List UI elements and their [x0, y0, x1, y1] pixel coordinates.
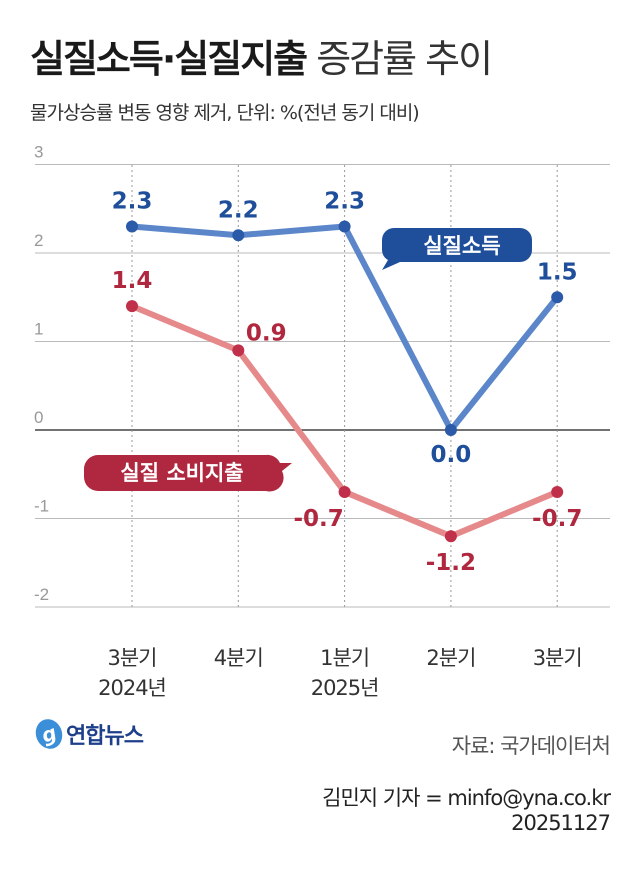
data-label: 0.9 [246, 320, 287, 346]
data-point [126, 300, 138, 313]
data-point [551, 485, 564, 498]
data-label: -0.7 [532, 506, 582, 532]
x-tick-label: 1분기 [320, 646, 369, 670]
data-point [126, 220, 138, 233]
data-label: -1.2 [426, 550, 476, 576]
data-point [338, 220, 351, 233]
data-point [551, 291, 564, 304]
x-tick-label: 2024년 [98, 676, 166, 700]
data-label: 1.5 [537, 259, 578, 285]
credit: 김민지 기자 = minfo@yna.co.kr 20251127 [322, 786, 611, 836]
data-point [338, 485, 351, 498]
source-text: 자료: 국가데이터처 [451, 734, 611, 758]
legend-label: 실질소득 [423, 234, 500, 258]
legend-callout-income [382, 228, 532, 270]
date-text: 20251127 [511, 811, 611, 835]
y-tick-label: -1 [34, 497, 49, 516]
legend-label: 실질 소비지출 [120, 461, 243, 485]
yonhap-logo: g 연합뉴스 [31, 715, 144, 753]
x-tick-label: 3분기 [533, 646, 582, 670]
data-point [232, 229, 245, 242]
data-point [232, 344, 245, 357]
x-tick-label: 2분기 [426, 646, 475, 670]
y-tick-label: 0 [34, 408, 43, 427]
line-chart: 3 2 1 0 -1 -2 3분기 2024년 4분기 1분기 2025년 2분기 3분기 2.3 2.2 2… [34, 143, 610, 700]
data-label: 2.2 [218, 197, 259, 223]
x-tick-label: 2025년 [311, 676, 379, 700]
data-label: 0.0 [431, 442, 472, 468]
data-point [444, 530, 457, 543]
data-label: 2.3 [324, 188, 365, 214]
x-tick-label: 3분기 [107, 646, 156, 670]
y-tick-label: -2 [34, 585, 49, 604]
y-tick-label: 3 [34, 143, 43, 162]
y-tick-label: 1 [34, 320, 43, 339]
credit-text: 김민지 기자 = minfo@yna.co.kr [322, 786, 611, 810]
chart-subtitle: 물가상승률 변동 영향 제거, 단위: %(전년 동기 대비) [30, 102, 420, 124]
data-point [444, 424, 457, 436]
data-label: 1.4 [112, 268, 153, 294]
x-tick-label: 4분기 [214, 646, 263, 670]
data-label: -0.7 [293, 506, 343, 532]
chart-title: 실질소득·실질지출 증감률 추이 [30, 37, 493, 81]
y-tick-label: 2 [34, 231, 43, 250]
legend-callout-spending [84, 454, 292, 492]
data-label: 2.3 [112, 188, 153, 214]
